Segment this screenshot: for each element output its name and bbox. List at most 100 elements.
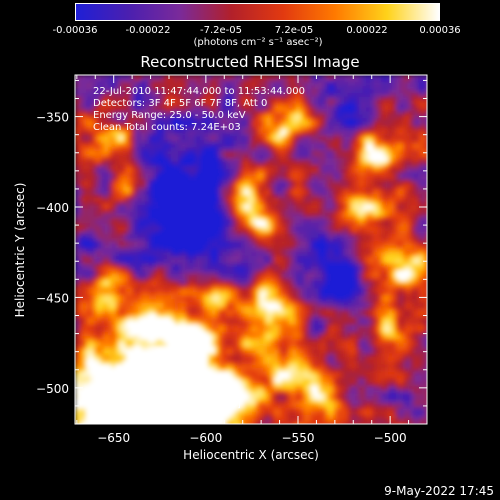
heatmap-cell [181, 237, 187, 242]
heatmap-cell [336, 226, 341, 232]
heatmap-cell [391, 172, 397, 177]
heatmap-cell [406, 212, 412, 217]
heatmap-cell [126, 107, 131, 112]
heatmap-cell [97, 179, 102, 185]
heatmap-cell [274, 219, 279, 224]
heatmap-cell [159, 194, 165, 199]
heatmap-cell [355, 197, 360, 203]
heatmap-cell [133, 111, 139, 116]
heatmap-cell [288, 230, 294, 235]
heatmap-cell [93, 150, 98, 156]
heatmap-cell [266, 75, 271, 80]
heatmap-cell [233, 122, 238, 127]
heatmap-cell [137, 212, 142, 217]
heatmap-cell [314, 89, 319, 94]
heatmap-cell [148, 158, 154, 163]
heatmap-cell [340, 179, 345, 185]
heatmap-cell [211, 122, 216, 127]
heatmap-cell [421, 226, 426, 232]
heatmap-cell [310, 241, 316, 246]
heatmap-cell [200, 212, 205, 217]
heatmap-cell [299, 129, 305, 134]
heatmap-cell [229, 93, 235, 98]
heatmap-cell [285, 114, 290, 119]
heatmap-cell [281, 100, 286, 105]
heatmap-cell [362, 93, 367, 98]
heatmap-cell [391, 241, 397, 246]
heatmap-cell [100, 226, 106, 232]
heatmap-cell [281, 187, 286, 192]
heatmap-cell [251, 114, 257, 119]
heatmap-cell [255, 241, 260, 246]
heatmap-cell [181, 248, 187, 253]
heatmap-cell [248, 107, 253, 112]
heatmap-cell [355, 212, 360, 217]
heatmap-cell [388, 190, 393, 195]
heatmap-cell [196, 165, 201, 170]
heatmap-cell [185, 140, 190, 145]
heatmap-cell [159, 190, 165, 195]
heatmap-cell [314, 161, 319, 167]
heatmap-cell [299, 154, 305, 159]
heatmap-cell [347, 85, 353, 91]
heatmap-cell [259, 132, 264, 138]
heatmap-cell [340, 147, 345, 152]
heatmap-cell [97, 100, 102, 105]
heatmap-cell [178, 230, 183, 235]
heatmap-cell [159, 226, 165, 232]
heatmap-cell [122, 197, 128, 203]
heatmap-cell [395, 122, 400, 127]
heatmap-cell [336, 248, 341, 253]
heatmap-cell [100, 223, 106, 228]
heatmap-cell [167, 223, 172, 228]
heatmap-cell [336, 201, 341, 206]
heatmap-cell [211, 100, 216, 105]
heatmap-cell [270, 201, 275, 206]
heatmap-cell [86, 143, 91, 148]
heatmap-cell [255, 230, 260, 235]
heatmap-cell [414, 111, 419, 116]
heatmap-cell [274, 154, 279, 159]
heatmap-cell [189, 223, 194, 228]
heatmap-cell [333, 125, 338, 130]
heatmap-cell [266, 132, 271, 138]
heatmap-cell [237, 118, 242, 123]
heatmap-cell [93, 255, 98, 261]
heatmap-cell [406, 118, 412, 123]
heatmap-cell [75, 234, 80, 239]
heatmap-cell [358, 129, 364, 134]
heatmap-cell [148, 234, 154, 239]
heatmap-cell [108, 197, 113, 203]
heatmap-cell [178, 172, 183, 177]
heatmap-cell [133, 172, 139, 177]
heatmap-cell [321, 154, 327, 159]
heatmap-cell [277, 226, 283, 232]
heatmap-cell [251, 82, 257, 87]
heatmap-cell [355, 161, 360, 167]
heatmap-cell [425, 179, 427, 185]
heatmap-cell [82, 143, 87, 148]
heatmap-cell [421, 165, 426, 170]
heatmap-cell [196, 150, 201, 156]
heatmap-cell [152, 161, 157, 167]
heatmap-cell [333, 129, 338, 134]
heatmap-cell [111, 172, 117, 177]
heatmap-cell [204, 158, 209, 163]
heatmap-cell [233, 248, 238, 253]
heatmap-cell [200, 241, 205, 246]
heatmap-cell [429, 252, 433, 256]
heatmap-cell [369, 107, 375, 112]
heatmap-cell [321, 176, 327, 181]
heatmap-cell [244, 237, 249, 242]
heatmap-cell [340, 93, 345, 98]
heatmap-cell [358, 118, 364, 123]
heatmap-cell [145, 230, 150, 235]
heatmap-cell [104, 252, 109, 257]
heatmap-cell [226, 136, 231, 141]
heatmap-cell [167, 244, 172, 250]
heatmap-cell [277, 89, 283, 94]
heatmap-cell [369, 190, 375, 195]
heatmap-cell [421, 140, 426, 145]
heatmap-cell [266, 140, 271, 145]
heatmap-cell [200, 194, 205, 199]
